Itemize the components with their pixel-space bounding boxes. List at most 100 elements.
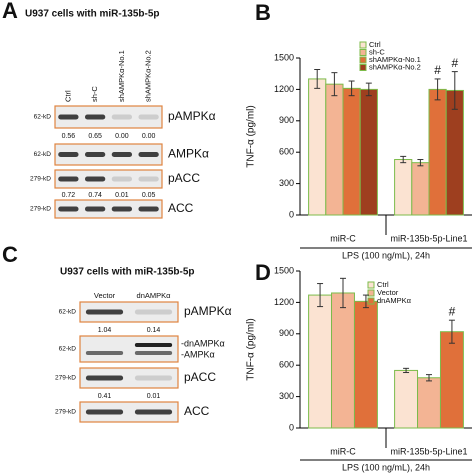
legend-label: Ctrl (377, 280, 389, 289)
legend-label: shAMPKα-No.2 (369, 62, 421, 71)
legend-swatch (359, 64, 367, 71)
quant-label: 0.72 (62, 192, 76, 199)
bar (428, 88, 447, 216)
protein-label: AMPKα (168, 147, 209, 161)
annotation: # (434, 63, 441, 77)
size-marker: 279-kD (30, 176, 51, 183)
band (111, 206, 133, 212)
blot-frame (79, 301, 179, 323)
legend-label: shAMPKα-No.1 (369, 55, 421, 64)
lane-label: Vector (94, 291, 116, 300)
y-tick-label: 0 (289, 422, 294, 432)
band (85, 309, 124, 315)
band (58, 206, 79, 212)
error-bar (314, 69, 321, 89)
band (134, 343, 173, 347)
lane-label: Ctrl (63, 90, 72, 102)
panel-label: C (2, 242, 18, 267)
band (58, 114, 79, 120)
y-tick-label: 0 (289, 209, 294, 219)
quant-label: 0.05 (142, 192, 156, 199)
protein-label: ACC (184, 404, 210, 418)
quant-label: 0.01 (147, 393, 161, 400)
band (84, 176, 106, 182)
legend-swatch (359, 56, 367, 64)
y-tick-label: 900 (279, 115, 294, 125)
lane-label: shAMPKα-No.2 (144, 50, 153, 102)
size-marker: 62-kD (59, 309, 77, 316)
size-marker: 62-kD (34, 151, 52, 158)
band (85, 375, 124, 381)
bar (394, 369, 419, 429)
y-tick-label: 1200 (274, 297, 294, 307)
band (138, 152, 159, 157)
band (84, 152, 106, 157)
bar (439, 331, 464, 429)
protein-label: pAMPKα (168, 109, 216, 123)
error-bar (400, 155, 407, 164)
bar (331, 292, 355, 429)
quant-label: 0.41 (98, 393, 112, 400)
quant-label: 0.00 (142, 133, 156, 140)
band (85, 351, 124, 355)
size-marker: 279-kD (55, 409, 76, 416)
blot-frame (79, 401, 179, 423)
blot-title: U937 cells with miR-135b-5p (25, 9, 160, 20)
quant-label: 0.74 (88, 192, 102, 199)
legend-swatch (359, 41, 367, 49)
blot-title: U937 cells with miR-135b-5p (60, 267, 195, 278)
y-tick-label: 1500 (274, 265, 294, 275)
error-bar (403, 367, 410, 374)
blot-frame (54, 169, 163, 189)
legend-label: Ctrl (369, 40, 381, 49)
protein-label: -AMPKα (181, 349, 215, 359)
panel-label: D (255, 260, 271, 285)
band (84, 206, 106, 212)
legend-label: sh-C (369, 47, 385, 56)
x-tick-label: miR-C (330, 233, 356, 243)
band (138, 114, 159, 120)
error-bar (426, 374, 432, 382)
bar (353, 300, 378, 429)
quant-label: 1.04 (98, 327, 112, 334)
quant-label: 0.14 (147, 327, 161, 334)
bar (308, 294, 333, 429)
error-bar (331, 72, 338, 97)
x-axis-label: LPS (100 ng/mL), 24h (342, 250, 430, 260)
blot-frame (54, 105, 163, 129)
error-bar (362, 294, 369, 309)
bar (325, 83, 344, 216)
bar (308, 78, 327, 216)
annotation: # (451, 56, 458, 70)
lane-label: shAMPKα-No.1 (117, 50, 126, 102)
x-tick-label: miR-135b-5p-Line1 (390, 446, 467, 456)
band (134, 409, 173, 415)
y-axis-label: TNF-α (pg/ml) (246, 105, 257, 167)
band (134, 309, 173, 315)
band (134, 351, 173, 355)
band (111, 114, 133, 120)
bar (342, 87, 361, 216)
band (111, 176, 133, 182)
quant-label: 0.56 (62, 133, 76, 140)
y-tick-label: 600 (279, 360, 294, 370)
annotation: # (449, 304, 456, 318)
blot-frame (54, 143, 163, 166)
x-tick-label: miR-C (330, 446, 356, 456)
quant-label: 0.65 (88, 133, 102, 140)
protein-label: pACC (168, 171, 200, 185)
error-bar (451, 71, 458, 110)
bar (359, 88, 378, 216)
legend-label: Vector (377, 288, 399, 297)
error-bar (448, 319, 455, 344)
protein-label: -dnAMPKα (181, 338, 225, 348)
bar (394, 159, 413, 216)
y-tick-label: 900 (279, 328, 294, 338)
band (111, 152, 133, 157)
band (58, 152, 79, 157)
y-tick-label: 300 (279, 391, 294, 401)
size-marker: 62-kD (34, 114, 52, 121)
blot-frame (79, 367, 179, 389)
bar (417, 377, 441, 429)
